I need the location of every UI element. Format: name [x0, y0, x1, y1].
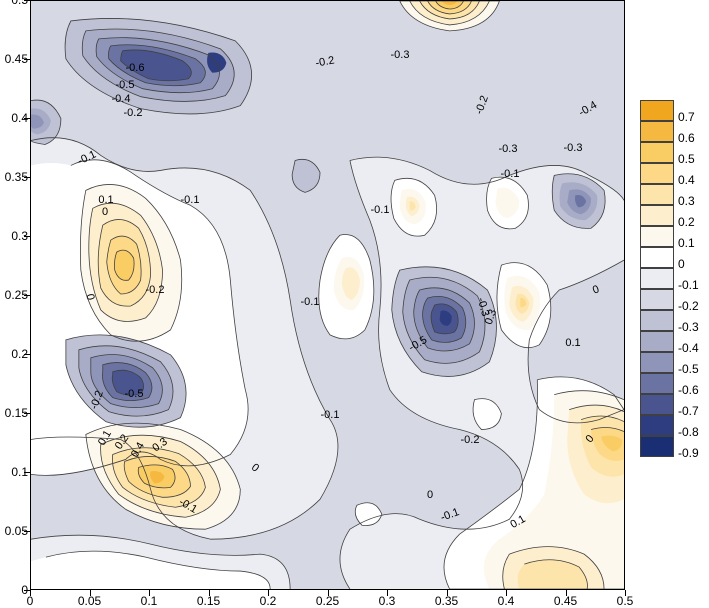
- x-tick-label: 0.15: [197, 594, 220, 608]
- y-tick-label: 0.2: [2, 347, 28, 361]
- legend-swatch: [640, 247, 674, 268]
- legend-swatch: [640, 100, 674, 121]
- legend-row: 0.7: [640, 100, 702, 121]
- legend-swatch: [640, 352, 674, 373]
- legend-row: 0.3: [640, 184, 702, 205]
- legend-swatch: [640, 184, 674, 205]
- y-tick-label: 0.25: [2, 288, 28, 302]
- legend-row: -0.4: [640, 331, 702, 352]
- legend-row: 0: [640, 247, 702, 268]
- legend-swatch: [640, 142, 674, 163]
- legend-row: -0.1: [640, 268, 702, 289]
- x-tick-label: 0.5: [617, 594, 634, 608]
- legend-row: -0.7: [640, 394, 702, 415]
- legend-label: -0.9: [678, 446, 699, 460]
- legend-row: -0.3: [640, 310, 702, 331]
- legend-swatch: [640, 415, 674, 436]
- y-tick-label: 0.3: [2, 229, 28, 243]
- legend-row: -0.5: [640, 352, 702, 373]
- y-tick-label: 0.5: [2, 0, 28, 7]
- y-tick-label: 0.45: [2, 52, 28, 66]
- legend-swatch: [640, 226, 674, 247]
- x-tick-label: 0.45: [554, 594, 577, 608]
- x-tick-label: 0.2: [260, 594, 277, 608]
- legend-swatch: [640, 394, 674, 415]
- x-tick-label: 0.4: [498, 594, 515, 608]
- x-tick-label: 0.35: [435, 594, 458, 608]
- x-tick-label: 0.3: [379, 594, 396, 608]
- legend-swatch: [640, 289, 674, 310]
- legend-swatch: [640, 121, 674, 142]
- legend-swatch: [640, 373, 674, 394]
- legend-row: 0.2: [640, 205, 702, 226]
- legend-swatch: [640, 436, 674, 457]
- legend-row: -0.2: [640, 289, 702, 310]
- legend-swatch: [640, 205, 674, 226]
- legend-row: -0.8: [640, 415, 702, 436]
- legend-swatch: [640, 310, 674, 331]
- y-tick-label: 0.15: [2, 406, 28, 420]
- legend-row: 0.1: [640, 226, 702, 247]
- legend-row: -0.9: [640, 436, 702, 457]
- y-tick-label: 0.35: [2, 170, 28, 184]
- legend-swatch: [640, 163, 674, 184]
- legend-swatch: [640, 268, 674, 289]
- legend-row: 0.5: [640, 142, 702, 163]
- legend-swatch: [640, 331, 674, 352]
- legend-row: 0.4: [640, 163, 702, 184]
- contour-plot: [30, 0, 625, 590]
- y-tick-label: 0.1: [2, 465, 28, 479]
- colorbar-legend: 0.70.60.50.40.30.20.10-0.1-0.2-0.3-0.4-0…: [640, 100, 702, 457]
- y-tick-label: 0: [2, 583, 28, 597]
- x-tick-label: 0.25: [316, 594, 339, 608]
- contour-svg: [31, 1, 624, 589]
- legend-row: 0.6: [640, 121, 702, 142]
- x-tick-label: 0.1: [141, 594, 158, 608]
- y-tick-label: 0.05: [2, 524, 28, 538]
- legend-row: -0.6: [640, 373, 702, 394]
- x-tick-label: 0.05: [78, 594, 101, 608]
- y-tick-label: 0.4: [2, 111, 28, 125]
